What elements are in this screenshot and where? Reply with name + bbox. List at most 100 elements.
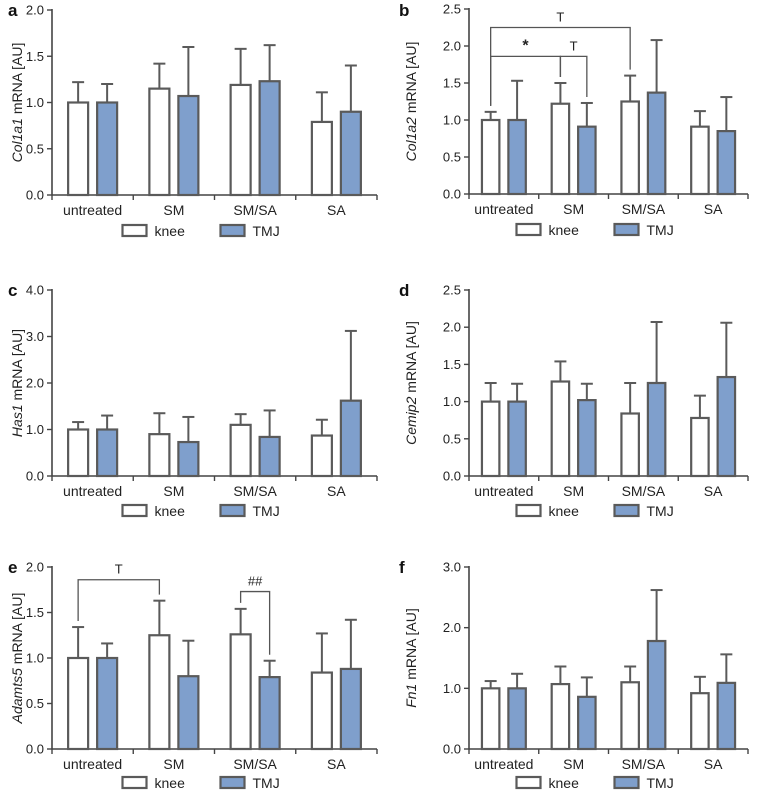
bar-knee-untreated: [480, 687, 501, 751]
bar-knee-sm: [148, 634, 171, 751]
y-axis-label: Col1a2 mRNA [AU]: [403, 42, 419, 162]
y-tick-label: 0.0: [443, 469, 461, 484]
x-tick-label: SA: [704, 483, 723, 499]
legend-swatch-knee: [515, 503, 542, 518]
bar-knee-untreated: [480, 118, 501, 196]
bar-knee-sm-sa: [620, 681, 640, 751]
bar-knee-sm-sa: [229, 83, 252, 197]
legend-label-knee: knee: [155, 775, 186, 791]
bar-tmj-sa: [339, 667, 362, 751]
x-tick-label: SM: [563, 483, 584, 499]
x-tick-label: untreated: [474, 483, 533, 499]
y-axis-unit: mRNA [AU]: [9, 593, 25, 668]
legend: knee TMJ: [121, 775, 280, 791]
significance-label: T: [570, 38, 578, 53]
x-tick-label: untreated: [63, 756, 122, 772]
panel-letter: a: [8, 1, 18, 20]
legend-label-tmj: TMJ: [253, 223, 280, 239]
bar-knee-sm-sa: [229, 423, 252, 478]
y-tick-label: 0.0: [26, 188, 44, 203]
y-tick-label: 2.0: [443, 320, 461, 335]
chart-panel-c: c 0.0 1.0 2.0 3.0 4.0 untreated SM SM/SA SA Has1 m…: [8, 281, 378, 519]
y-axis-gene: Has1: [9, 404, 25, 437]
y-axis-gene: Col1a2: [403, 117, 419, 162]
bar-tmj-sm: [577, 125, 597, 196]
bar-knee-sa: [690, 692, 710, 751]
y-tick-label: 2.5: [443, 2, 461, 17]
bar-knee-untreated: [67, 428, 90, 478]
y-tick-label: 2.5: [443, 283, 461, 298]
legend-swatch-knee: [515, 222, 542, 237]
y-tick-label: 0.5: [26, 696, 44, 711]
x-tick-label: SM/SA: [622, 756, 666, 772]
y-axis-gene: Col1a1: [9, 118, 25, 162]
bar-knee-sa: [690, 125, 710, 196]
chart-panel-d: d 0.0 0.5 1.0 1.5 2.0 2.5 untreated SM SM/SA SA Cem…: [399, 281, 749, 519]
bar-tmj-sm-sa: [258, 435, 281, 478]
x-tick-label: SA: [704, 201, 723, 217]
legend-swatch-knee: [121, 503, 148, 518]
y-axis-label: Has1 mRNA [AU]: [9, 329, 25, 437]
y-axis-label: Adamts5 mRNA [AU]: [9, 593, 25, 725]
y-tick-label: 2.0: [443, 620, 461, 635]
y-tick-label: 0.0: [26, 742, 44, 757]
bar-tmj-untreated: [96, 101, 119, 197]
x-tick-label: SA: [327, 756, 346, 772]
y-tick-label: 3.0: [443, 560, 461, 575]
y-tick-label: 2.0: [443, 39, 461, 54]
x-tick-label: SM/SA: [622, 201, 666, 217]
y-tick-label: 4.0: [26, 283, 44, 298]
significance-bracket: [559, 55, 588, 97]
bar-tmj-sa: [716, 681, 737, 751]
legend-swatch-knee: [121, 775, 148, 790]
x-tick-label: SM/SA: [622, 483, 666, 499]
x-tick-label: SM/SA: [233, 202, 277, 218]
bar-tmj-untreated: [507, 118, 527, 196]
bar-tmj-sm: [177, 675, 200, 751]
legend-label-knee: knee: [155, 503, 186, 519]
y-tick-label: 0.5: [26, 141, 44, 156]
legend-swatch-tmj: [613, 503, 640, 518]
bar-knee-sm-sa: [620, 100, 640, 196]
legend-label-tmj: TMJ: [647, 503, 674, 519]
bar-tmj-sm-sa: [646, 91, 667, 196]
legend-label-tmj: TMJ: [253, 503, 280, 519]
chart-panel-a: a 0.0 0.5 1.0 1.5 2.0 untreated SM SM/SA SA Col1a1…: [8, 1, 378, 239]
y-tick-label: 1.5: [443, 357, 461, 372]
legend-label-knee: knee: [549, 503, 580, 519]
significance-bracket: [490, 55, 562, 106]
significance-label: T: [115, 562, 123, 577]
x-tick-label: SM: [163, 756, 184, 772]
panel-letter: c: [8, 281, 17, 300]
bar-tmj-sm-sa: [258, 80, 281, 197]
legend-swatch-knee: [515, 775, 542, 790]
legend: knee TMJ: [515, 775, 674, 791]
y-tick-label: 3.0: [26, 329, 44, 344]
bar-tmj-sa: [716, 375, 737, 478]
bar-tmj-sa: [716, 130, 737, 196]
legend-swatch-tmj: [219, 223, 246, 238]
y-tick-label: 1.0: [443, 394, 461, 409]
bar-tmj-untreated: [507, 687, 527, 751]
y-axis-unit: mRNA [AU]: [403, 42, 419, 117]
x-tick-label: SA: [327, 202, 346, 218]
legend-swatch-tmj: [219, 775, 246, 790]
bar-knee-sm: [148, 433, 171, 478]
legend-label-knee: knee: [155, 223, 186, 239]
y-tick-label: 1.5: [26, 605, 44, 620]
y-axis-gene: Fn1: [403, 684, 419, 708]
legend: knee TMJ: [121, 223, 280, 239]
bar-tmj-sm: [577, 399, 597, 478]
bar-knee-untreated: [67, 101, 90, 197]
y-tick-label: 1.5: [443, 76, 461, 91]
y-tick-label: 1.0: [26, 422, 44, 437]
legend-label-tmj: TMJ: [647, 775, 674, 791]
bar-tmj-untreated: [96, 428, 119, 478]
bar-tmj-sa: [339, 110, 362, 197]
y-tick-label: 0.5: [443, 431, 461, 446]
x-tick-label: untreated: [474, 201, 533, 217]
x-tick-label: untreated: [63, 202, 122, 218]
y-tick-label: 0.0: [443, 742, 461, 757]
x-tick-label: untreated: [474, 756, 533, 772]
